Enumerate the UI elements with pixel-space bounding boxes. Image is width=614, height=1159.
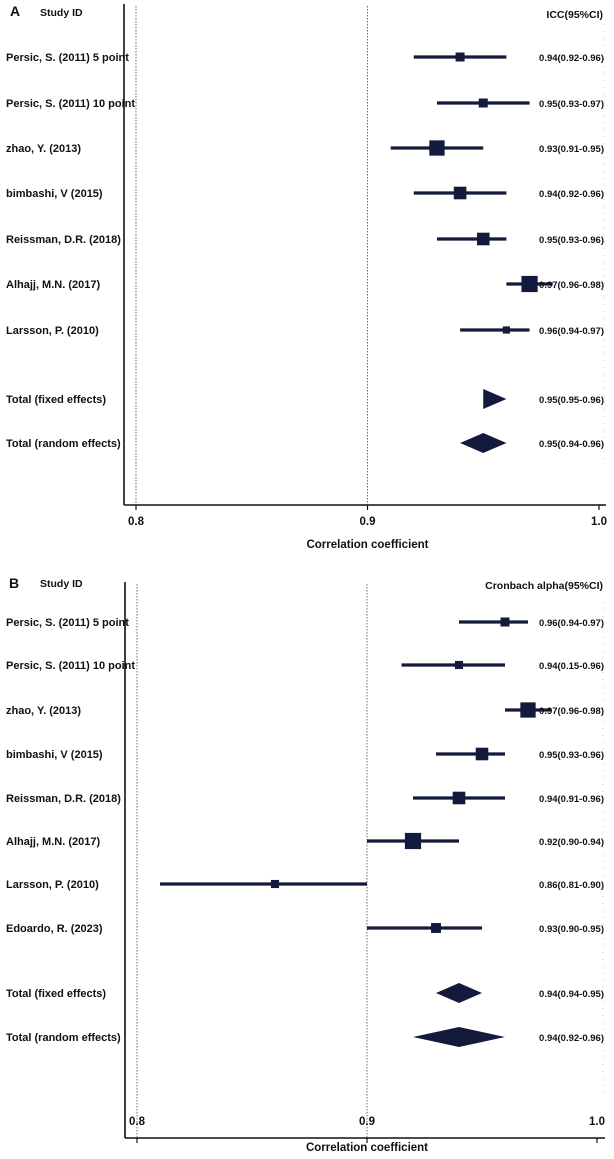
panel-b-x-tick-label: 0.8 <box>129 1116 146 1128</box>
panel-b-study-id-header: Study ID <box>40 578 83 590</box>
panel-b-point-estimate <box>520 702 536 718</box>
panel-b-estimate-header: Cronbach alpha(95%CI) <box>485 580 603 592</box>
panel-a-pooled-diamond <box>460 433 507 453</box>
panel-b-study-label: Alhajj, M.N. (2017) <box>6 836 100 848</box>
panel-a-label: A <box>10 3 20 19</box>
panel-b-estimate-value: 0.93(0.90-0.95) <box>539 924 604 935</box>
panel-a-estimate-value: 0.94(0.92-0.96) <box>539 53 604 64</box>
panel-a-point-estimate <box>478 98 488 108</box>
panel-b-study-label: Persic, S. (2011) 10 point <box>6 660 135 672</box>
panel-b-study-label: Persic, S. (2011) 5 point <box>6 617 129 629</box>
panel-b-estimate-value: 0.86(0.81-0.90) <box>539 880 604 891</box>
panel-a-point-estimate <box>453 186 467 200</box>
panel-a-total-label: Total (random effects) <box>6 438 121 450</box>
panel-a-point-estimate <box>429 140 445 156</box>
panel-b-x-tick-label: 1.0 <box>589 1116 605 1128</box>
panel-b-study-label: zhao, Y. (2013) <box>6 705 81 717</box>
panel-b-point-estimate <box>431 923 441 933</box>
panel-a-estimate-header: ICC(95%CI) <box>546 9 603 21</box>
panel-b-pooled-diamond <box>413 1027 505 1047</box>
panel-b-estimate-value: 0.94(0.91-0.96) <box>539 794 604 805</box>
panel-b-study-label: bimbashi, V (2015) <box>6 749 103 761</box>
panel-b-estimate-value: 0.97(0.96-0.98) <box>539 706 604 717</box>
panel-b-study-label: Edoardo, R. (2023) <box>6 923 103 935</box>
panel-b-point-estimate <box>404 832 422 850</box>
panel-b-total-label: Total (random effects) <box>6 1032 121 1044</box>
panel-a-estimate-value: 0.94(0.92-0.96) <box>539 189 604 200</box>
panel-b-estimate-value: 0.94(0.15-0.96) <box>539 661 604 672</box>
panel-b-total-value: 0.94(0.92-0.96) <box>539 1033 604 1044</box>
panel-a-study-label: Larsson, P. (2010) <box>6 325 99 337</box>
panel-a-total-value: 0.95(0.95-0.96) <box>539 395 604 406</box>
panel-a-x-axis-title: Correlation coefficient <box>306 539 428 551</box>
panel-a-point-estimate <box>502 326 510 334</box>
panel-a-x-tick-label: 0.9 <box>360 516 376 528</box>
panel-a-estimate-value: 0.93(0.91-0.95) <box>539 144 604 155</box>
panel-a-estimate-value: 0.96(0.94-0.97) <box>539 326 604 337</box>
panel-a-x-tick-label: 1.0 <box>591 516 607 528</box>
panel-b-point-estimate <box>452 791 466 805</box>
panel-b-pooled-diamond <box>436 983 482 1003</box>
panel-b-estimate-value: 0.96(0.94-0.97) <box>539 618 604 629</box>
panel-a-point-estimate <box>521 275 538 293</box>
panel-a-study-label: Persic, S. (2011) 5 point <box>6 52 129 64</box>
panel-a-total-label: Total (fixed effects) <box>6 394 106 406</box>
panel-a-pooled-diamond <box>483 389 507 409</box>
panel-a-estimate-value: 0.97(0.96-0.98) <box>539 280 604 291</box>
panel-a-study-label: Alhajj, M.N. (2017) <box>6 279 100 291</box>
panel-a-study-label: Persic, S. (2011) 10 point <box>6 98 135 110</box>
panel-a-study-id-header: Study ID <box>40 7 83 19</box>
panel-b-study-label: Reissman, D.R. (2018) <box>6 793 121 805</box>
panel-b-study-label: Larsson, P. (2010) <box>6 879 99 891</box>
panel-b-total-label: Total (fixed effects) <box>6 988 106 1000</box>
panel-b-point-estimate <box>475 747 489 761</box>
panel-a-total-value: 0.95(0.94-0.96) <box>539 439 604 450</box>
panel-b-estimate-value: 0.95(0.93-0.96) <box>539 750 604 761</box>
panel-a-point-estimate <box>455 52 465 62</box>
panel-a-point-estimate <box>476 232 490 246</box>
panel-a-study-label: Reissman, D.R. (2018) <box>6 234 121 246</box>
panel-b-point-estimate <box>500 617 510 627</box>
panel-b-estimate-value: 0.92(0.90-0.94) <box>539 837 604 848</box>
panel-a-estimate-value: 0.95(0.93-0.97) <box>539 99 604 110</box>
panel-b-point-estimate <box>270 879 280 889</box>
panel-a-study-label: zhao, Y. (2013) <box>6 143 81 155</box>
panel-a-estimate-value: 0.95(0.93-0.96) <box>539 235 604 246</box>
panel-b-x-axis-title: Correlation coefficient <box>306 1142 428 1154</box>
panel-a-x-tick-label: 0.8 <box>128 516 145 528</box>
panel-a-study-label: bimbashi, V (2015) <box>6 188 103 200</box>
panel-b-point-estimate <box>454 660 464 670</box>
panel-b-label: B <box>9 575 19 591</box>
panel-b-x-tick-label: 0.9 <box>359 1116 375 1128</box>
panel-b-total-value: 0.94(0.94-0.95) <box>539 989 604 1000</box>
